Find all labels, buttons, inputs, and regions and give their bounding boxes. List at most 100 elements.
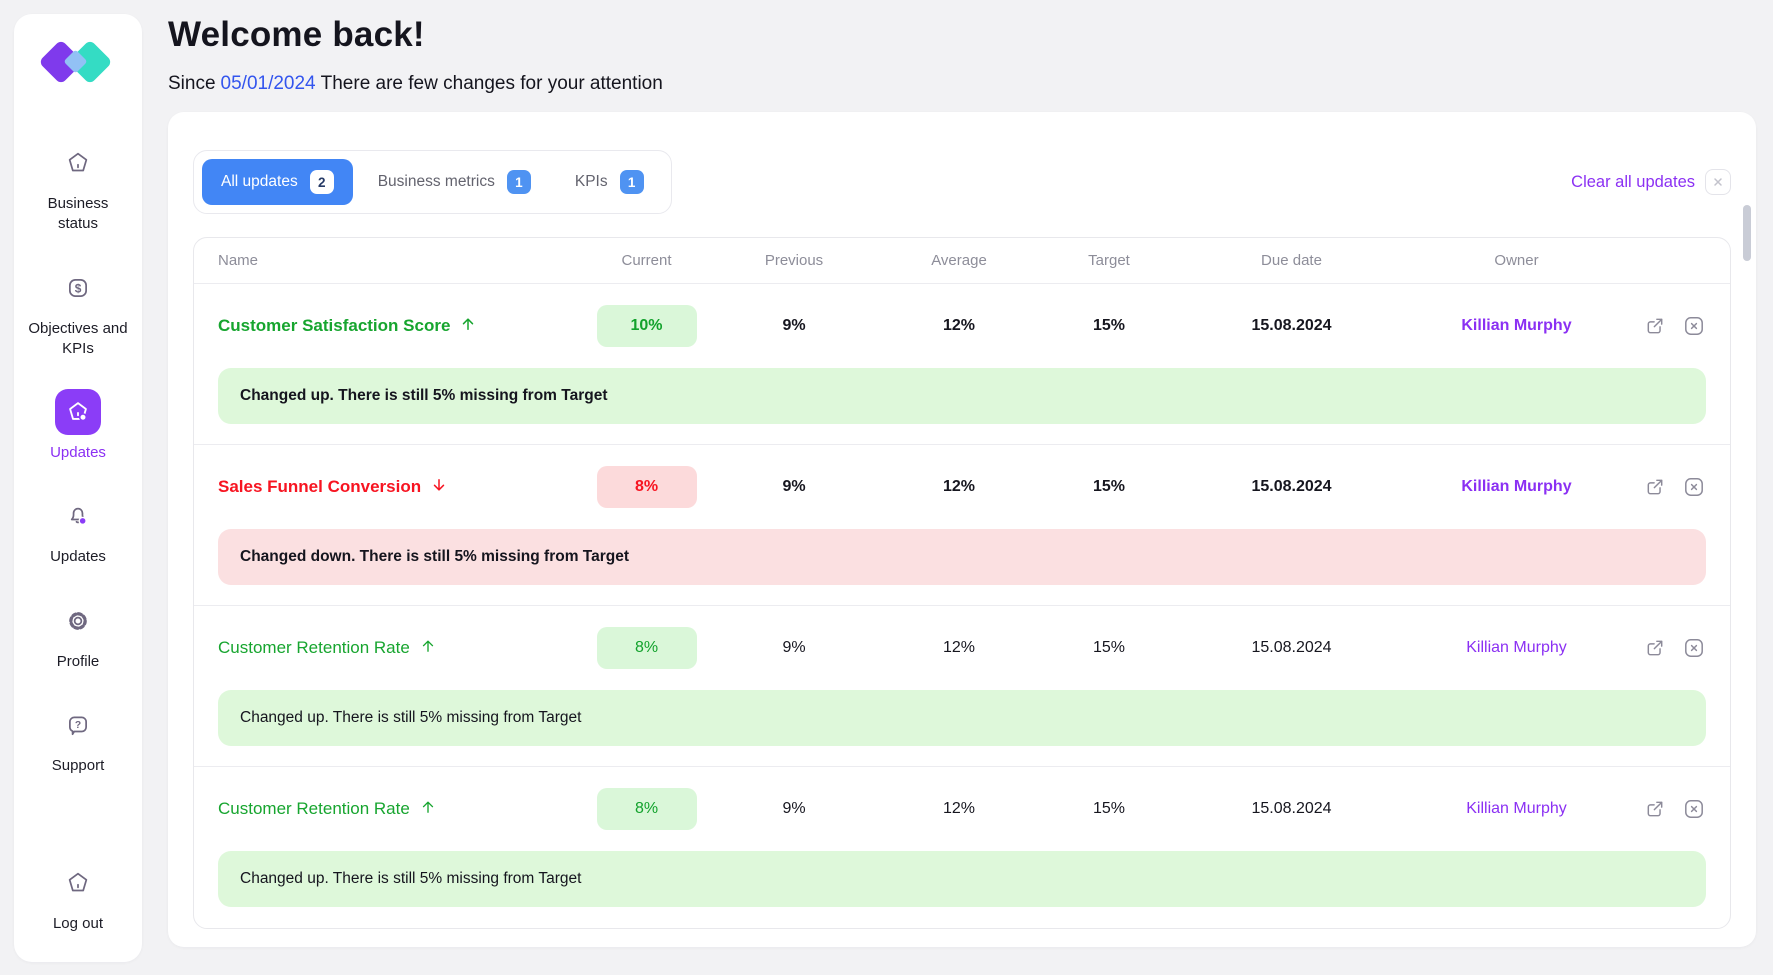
home-icon bbox=[55, 140, 101, 186]
updates-table: Name Current Previous Average Target Due… bbox=[193, 237, 1731, 929]
sidebar-item-support[interactable]: ? Support bbox=[51, 702, 105, 776]
arrow-up-icon bbox=[419, 637, 437, 660]
tab-label: KPIs bbox=[574, 173, 608, 190]
tab-count-badge: 2 bbox=[309, 170, 334, 194]
table-row: Sales Funnel Conversion 8% 9% 12% 15% 15… bbox=[194, 445, 1730, 606]
sidebar-item-label: Objectives and KPIs bbox=[28, 319, 128, 357]
scrollbar-thumb[interactable] bbox=[1743, 205, 1751, 261]
clear-all-updates-label: Clear all updates bbox=[1571, 172, 1695, 191]
column-header-average: Average bbox=[931, 252, 987, 269]
open-external-icon[interactable] bbox=[1644, 476, 1666, 498]
open-external-icon[interactable] bbox=[1644, 798, 1666, 820]
tab-kpis[interactable]: KPIs 1 bbox=[556, 159, 663, 205]
main-content: Welcome back! Since 05/01/2024 There are f… bbox=[168, 0, 1756, 975]
sidebar-item-objectives-kpis[interactable]: $ Objectives and KPIs bbox=[28, 265, 128, 360]
current-value: 8% bbox=[589, 466, 704, 508]
clear-all-updates-button[interactable]: Clear all updates bbox=[1571, 169, 1731, 195]
arrow-up-icon bbox=[459, 315, 477, 338]
change-note-banner: Changed up. There is still 5% missing fr… bbox=[218, 690, 1706, 746]
page-title: Welcome back! bbox=[168, 15, 425, 54]
sidebar-item-label: Profile bbox=[56, 652, 100, 670]
change-note-banner: Changed up. There is still 5% missing fr… bbox=[218, 851, 1706, 907]
dollar-icon: $ bbox=[55, 265, 101, 311]
dismiss-row-icon[interactable] bbox=[1682, 797, 1706, 821]
subtitle-suffix: There are few changes for your attention bbox=[320, 73, 663, 94]
target-value: 15% bbox=[1092, 639, 1126, 656]
tab-group: All updates 2 Business metrics 1 KPIs 1 bbox=[193, 150, 672, 214]
sidebar-item-label: Support bbox=[51, 756, 105, 774]
current-badge: 8% bbox=[596, 466, 697, 508]
tab-all-updates[interactable]: All updates 2 bbox=[202, 159, 353, 205]
updates-card: All updates 2 Business metrics 1 KPIs 1 … bbox=[168, 112, 1756, 947]
average-value: 12% bbox=[942, 478, 976, 495]
due-date-value: 15.08.2024 bbox=[1251, 317, 1332, 334]
sidebar-item-logout[interactable]: Log out bbox=[53, 860, 103, 934]
target-value: 15% bbox=[1092, 800, 1126, 817]
dismiss-row-icon[interactable] bbox=[1682, 314, 1706, 338]
app-logo bbox=[38, 36, 114, 88]
tabs-row: All updates 2 Business metrics 1 KPIs 1 … bbox=[193, 150, 1731, 214]
metric-name: Customer Retention Rate bbox=[218, 798, 589, 821]
open-external-icon[interactable] bbox=[1644, 315, 1666, 337]
previous-value: 9% bbox=[782, 317, 806, 334]
change-note-banner: Changed up. There is still 5% missing fr… bbox=[218, 368, 1706, 424]
help-bubble-icon: ? bbox=[55, 702, 101, 748]
owner-link[interactable]: Killian Murphy bbox=[1461, 317, 1572, 334]
column-header-due-date: Due date bbox=[1261, 252, 1322, 269]
sidebar-item-label: Updates bbox=[50, 444, 106, 461]
tab-business-metrics[interactable]: Business metrics 1 bbox=[359, 159, 550, 205]
bell-notification-icon bbox=[55, 493, 101, 539]
previous-value: 9% bbox=[782, 478, 806, 495]
sidebar: Business status $ Objectives and KPIs Up… bbox=[14, 14, 142, 962]
sidebar-item-label: Updates bbox=[50, 548, 106, 566]
change-note-banner: Changed down. There is still 5% missing … bbox=[218, 529, 1706, 585]
current-badge: 10% bbox=[596, 305, 697, 347]
svg-text:$: $ bbox=[75, 281, 82, 295]
sidebar-item-updates-active[interactable]: Updates bbox=[50, 389, 106, 463]
tab-label: Business metrics bbox=[377, 173, 495, 190]
sidebar-item-label: Business status bbox=[47, 195, 109, 233]
column-header-previous: Previous bbox=[764, 252, 824, 269]
arrow-up-icon bbox=[419, 798, 437, 821]
table-row: Customer Retention Rate 8% 9% 12% 15% 15… bbox=[194, 767, 1730, 907]
table-header-row: Name Current Previous Average Target Due… bbox=[194, 238, 1730, 284]
column-header-current: Current bbox=[621, 252, 672, 269]
owner-link[interactable]: Killian Murphy bbox=[1466, 639, 1567, 656]
page-subtitle: Since 05/01/2024 There are few changes for… bbox=[168, 73, 1756, 95]
owner-link[interactable]: Killian Murphy bbox=[1466, 800, 1567, 817]
metric-name: Customer Satisfaction Score bbox=[218, 315, 589, 338]
target-value: 15% bbox=[1092, 478, 1126, 495]
svg-text:?: ? bbox=[75, 720, 81, 731]
due-date-value: 15.08.2024 bbox=[1251, 478, 1332, 495]
subtitle-date-link[interactable]: 05/01/2024 bbox=[220, 73, 316, 94]
column-header-name: Name bbox=[218, 252, 259, 269]
due-date-value: 15.08.2024 bbox=[1251, 639, 1332, 656]
sidebar-item-label: Log out bbox=[52, 914, 104, 932]
sidebar-item-updates-bell[interactable]: Updates bbox=[50, 493, 106, 567]
current-value: 10% bbox=[589, 305, 704, 347]
sidebar-item-business-status[interactable]: Business status bbox=[28, 140, 128, 235]
average-value: 12% bbox=[942, 800, 976, 817]
previous-value: 9% bbox=[782, 800, 806, 817]
current-badge: 8% bbox=[596, 788, 697, 830]
target-value: 15% bbox=[1092, 317, 1126, 334]
tab-count-badge: 1 bbox=[506, 170, 531, 194]
logout-icon bbox=[55, 860, 101, 906]
dismiss-row-icon[interactable] bbox=[1682, 475, 1706, 499]
gear-icon bbox=[55, 598, 101, 644]
open-external-icon[interactable] bbox=[1644, 637, 1666, 659]
column-header-owner: Owner bbox=[1494, 252, 1539, 269]
owner-link[interactable]: Killian Murphy bbox=[1461, 478, 1572, 495]
tab-label: All updates bbox=[221, 173, 298, 190]
tab-count-badge: 1 bbox=[619, 170, 644, 194]
previous-value: 9% bbox=[782, 639, 806, 656]
current-value: 8% bbox=[589, 627, 704, 669]
metric-name: Customer Retention Rate bbox=[218, 637, 589, 660]
sidebar-item-profile[interactable]: Profile bbox=[55, 598, 101, 672]
average-value: 12% bbox=[942, 317, 976, 334]
table-row: Customer Satisfaction Score 10% 9% 12% 1… bbox=[194, 284, 1730, 445]
column-header-target: Target bbox=[1088, 252, 1130, 269]
dismiss-row-icon[interactable] bbox=[1682, 636, 1706, 660]
current-badge: 8% bbox=[596, 627, 697, 669]
table-row: Customer Retention Rate 8% 9% 12% 15% 15… bbox=[194, 606, 1730, 767]
